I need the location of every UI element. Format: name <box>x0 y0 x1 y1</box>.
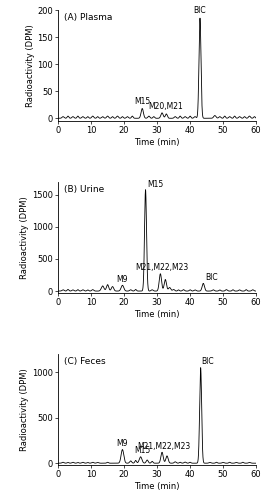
Text: M21,M22,M23: M21,M22,M23 <box>135 263 189 272</box>
Text: M15: M15 <box>134 98 150 106</box>
Y-axis label: Radioactivity (DPM): Radioactivity (DPM) <box>20 196 30 279</box>
X-axis label: Time (min): Time (min) <box>134 310 180 318</box>
Text: BIC: BIC <box>194 6 206 16</box>
X-axis label: Time (min): Time (min) <box>134 138 180 146</box>
Text: (B) Urine: (B) Urine <box>64 186 104 194</box>
Text: M21,M22,M23: M21,M22,M23 <box>137 442 190 451</box>
Text: (C) Feces: (C) Feces <box>64 358 106 366</box>
Y-axis label: Radioactivity (DPM): Radioactivity (DPM) <box>26 24 35 107</box>
Text: M20,M21: M20,M21 <box>148 102 183 111</box>
Text: M15: M15 <box>134 446 150 456</box>
Text: M9: M9 <box>117 439 128 448</box>
Text: BIC: BIC <box>205 274 218 282</box>
Y-axis label: Radioactivity (DPM): Radioactivity (DPM) <box>20 368 30 451</box>
Text: M9: M9 <box>117 275 128 284</box>
X-axis label: Time (min): Time (min) <box>134 482 180 490</box>
Text: BIC: BIC <box>202 358 214 366</box>
Text: M15: M15 <box>147 180 163 188</box>
Text: (A) Plasma: (A) Plasma <box>64 14 112 22</box>
